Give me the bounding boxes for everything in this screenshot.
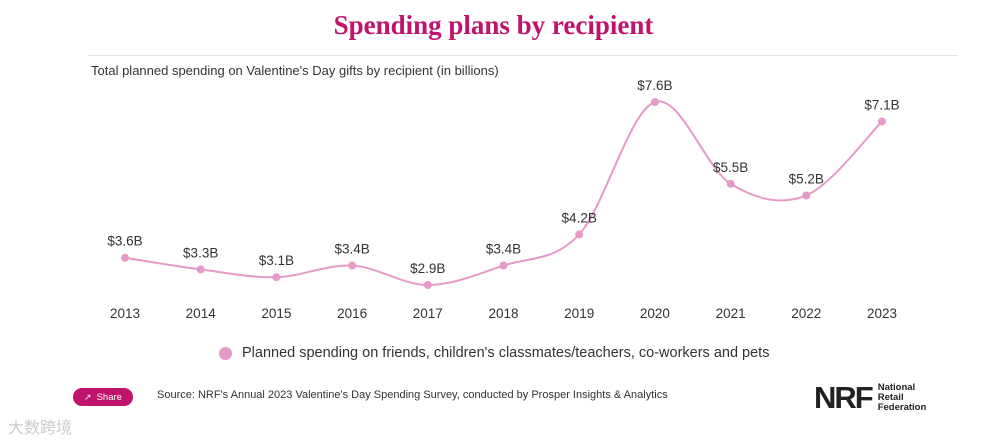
x-tick-label-2017: 2017: [413, 306, 443, 321]
share-icon: ↗: [84, 391, 92, 402]
data-label-2020: $7.6B: [637, 78, 672, 93]
x-tick-label-2019: 2019: [564, 306, 594, 321]
data-point-2017[interactable]: [423, 281, 432, 289]
nrf-logo-text: National Retail Federation: [878, 383, 927, 413]
nrf-logo-line-2: Retail: [877, 392, 904, 403]
data-point-2016[interactable]: [348, 261, 357, 270]
data-labels-layer: $3.6B $3.3B $3.1B $3.4B $2.9B $3.4B $4.2B $7.6B…: [107, 78, 899, 276]
data-label-2015: $3.1B: [259, 253, 294, 268]
data-point-2015[interactable]: [272, 273, 281, 282]
legend-marker: [219, 346, 232, 360]
data-point-2013[interactable]: [121, 253, 129, 262]
x-tick-label-2015: 2015: [261, 306, 291, 321]
data-label-2013: $3.6B: [107, 234, 142, 249]
x-tick-label-2021: 2021: [716, 306, 746, 321]
data-label-2017: $2.9B: [410, 261, 445, 276]
source-note: Source: NRF's Annual 2023 Valentine's Da…: [157, 389, 668, 401]
data-label-2021: $5.5B: [713, 160, 748, 175]
data-label-2022: $5.2B: [789, 171, 824, 186]
data-label-2019: $4.2B: [562, 210, 597, 225]
data-point-2023[interactable]: [878, 117, 886, 126]
data-point-2021[interactable]: [726, 179, 735, 188]
x-tick-label-2020: 2020: [640, 306, 670, 321]
data-label-2016: $3.4B: [334, 242, 369, 257]
data-point-2014[interactable]: [196, 265, 205, 274]
x-tick-label-2022: 2022: [791, 306, 821, 321]
data-label-2014: $3.3B: [183, 245, 218, 260]
data-label-2023: $7.1B: [864, 97, 899, 112]
data-label-2018: $3.4B: [486, 242, 521, 257]
nrf-logo[interactable]: NRF National Retail Federation: [814, 380, 927, 415]
series-line: [124, 100, 883, 287]
chart-subtitle: Total planned spending on Valentine's Da…: [91, 63, 499, 78]
x-tick-label-2018: 2018: [488, 306, 518, 321]
x-tick-label-2023: 2023: [867, 306, 897, 321]
series-layer: [124, 100, 883, 287]
chart-legend: Planned spending on friends, children's …: [219, 345, 769, 361]
data-point-2020[interactable]: [650, 98, 659, 106]
data-point-2019[interactable]: [575, 230, 584, 239]
x-tick-label-2014: 2014: [186, 306, 217, 321]
watermark: 大数跨境: [8, 418, 73, 437]
data-point-2022[interactable]: [802, 191, 811, 200]
share-button[interactable]: ↗ Share: [73, 388, 133, 406]
x-tick-label-2013: 2013: [110, 306, 140, 321]
share-label: Share: [96, 391, 122, 403]
nrf-logo-line-3: Federation: [877, 402, 927, 413]
points-layer: [121, 98, 886, 289]
data-point-2018[interactable]: [499, 261, 508, 270]
x-axis-ticks-layer: 2013 2014 2015 2016 2017 2018 2019 2020 2021 2022…: [110, 306, 897, 321]
title-divider: [88, 55, 958, 56]
x-tick-label-2016: 2016: [337, 306, 367, 321]
chart-title: Spending plans by recipient: [333, 10, 654, 40]
nrf-logo-line-1: National: [877, 382, 916, 393]
nrf-logo-mark: NRF: [814, 380, 874, 415]
legend-label: Planned spending on friends, children's …: [242, 345, 770, 361]
